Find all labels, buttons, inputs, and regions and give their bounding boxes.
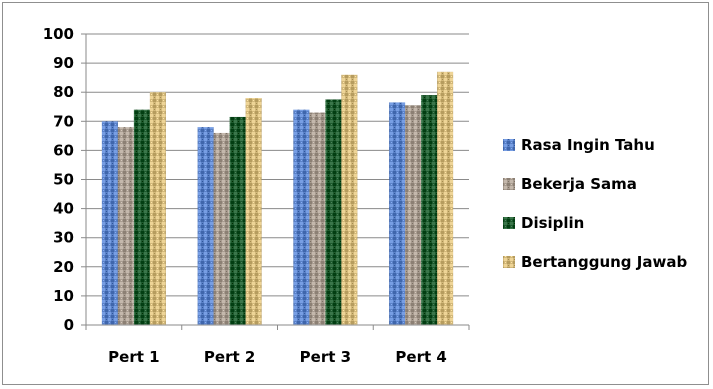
y-tick-label: 50 <box>53 171 74 189</box>
bar-rasa-ingin-tahu-1 <box>101 121 118 325</box>
x-tick-label: Pert 4 <box>395 348 446 366</box>
x-tick-label: Pert 1 <box>108 348 159 366</box>
bar-bertanggung-jawab-2 <box>245 98 262 326</box>
x-tick-label: Pert 3 <box>300 348 351 366</box>
x-axis-ticks: Pert 1 Pert 2 Pert 3 Pert 4 <box>85 325 470 366</box>
bar-bertanggung-jawab-4 <box>437 71 454 325</box>
y-tick-label: 10 <box>53 287 74 305</box>
legend-label-bekerja-sama: Bekerja Sama <box>521 175 637 193</box>
y-tick-label: 90 <box>53 54 74 72</box>
legend-swatch-bertanggung-jawab <box>503 256 515 268</box>
y-tick-label: 100 <box>43 25 74 43</box>
y-tick-label: 20 <box>53 258 74 276</box>
bar-rasa-ingin-tahu-2 <box>197 127 214 326</box>
y-tick-label: 0 <box>64 316 74 334</box>
y-axis-ticks: 0 10 20 30 40 50 60 70 80 90 100 <box>43 25 86 334</box>
legend-swatch-disiplin <box>503 217 515 229</box>
y-tick-label: 40 <box>53 200 74 218</box>
bar-bertanggung-jawab-1 <box>149 92 166 325</box>
y-tick-label: 70 <box>53 112 74 130</box>
legend-swatch-rasa-ingin-tahu <box>503 139 515 151</box>
legend-label-rasa-ingin-tahu: Rasa Ingin Tahu <box>521 136 655 154</box>
y-tick-label: 30 <box>53 229 74 247</box>
y-tick-label: 80 <box>53 83 74 101</box>
bar-bekerja-sama-1 <box>117 127 134 326</box>
bar-bekerja-sama-3 <box>309 112 326 325</box>
bar-disiplin-2 <box>229 116 246 325</box>
bar-disiplin-4 <box>421 95 438 325</box>
bar-rasa-ingin-tahu-4 <box>389 102 406 325</box>
legend-label-bertanggung-jawab: Bertanggung Jawab <box>521 253 687 271</box>
bar-bekerja-sama-4 <box>405 105 422 325</box>
legend: Rasa Ingin Tahu Bekerja Sama Disiplin Berta… <box>503 136 687 271</box>
y-tick-label: 60 <box>53 141 74 159</box>
bar-bekerja-sama-2 <box>213 132 230 325</box>
legend-label-disiplin: Disiplin <box>521 214 584 232</box>
bar-disiplin-1 <box>133 109 150 325</box>
legend-swatch-bekerja-sama <box>503 178 515 190</box>
bars <box>101 71 454 326</box>
x-tick-label: Pert 2 <box>204 348 255 366</box>
bar-disiplin-3 <box>325 99 342 325</box>
bar-rasa-ingin-tahu-3 <box>293 109 310 325</box>
bar-bertanggung-jawab-3 <box>341 74 358 326</box>
